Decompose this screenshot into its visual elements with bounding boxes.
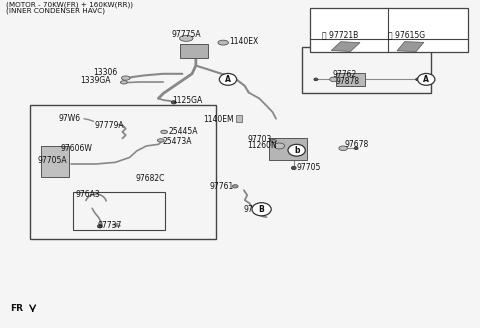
- Text: Ⓑ 97615G: Ⓑ 97615G: [388, 31, 425, 40]
- Bar: [302, 47, 431, 93]
- Text: 97703: 97703: [247, 135, 272, 144]
- Ellipse shape: [274, 143, 285, 149]
- Text: 97705: 97705: [297, 163, 321, 172]
- Text: 97737: 97737: [244, 205, 268, 215]
- Text: 976A3: 976A3: [75, 190, 100, 199]
- Bar: [236, 115, 242, 122]
- Text: 97762: 97762: [333, 70, 357, 79]
- Bar: [30, 105, 216, 239]
- Text: 97761: 97761: [210, 182, 234, 191]
- Text: 25473A: 25473A: [162, 136, 192, 146]
- Ellipse shape: [330, 77, 337, 82]
- Bar: [269, 138, 307, 160]
- Text: 97878: 97878: [336, 77, 360, 87]
- Ellipse shape: [120, 81, 127, 84]
- Circle shape: [418, 73, 435, 85]
- Text: 97678: 97678: [345, 140, 369, 150]
- Text: B: B: [259, 205, 264, 214]
- Ellipse shape: [271, 139, 276, 143]
- Text: 97W6: 97W6: [59, 114, 81, 123]
- Ellipse shape: [171, 101, 176, 104]
- Polygon shape: [397, 42, 424, 51]
- Ellipse shape: [291, 166, 296, 170]
- Text: 13306: 13306: [93, 68, 118, 77]
- Ellipse shape: [161, 130, 168, 133]
- Ellipse shape: [97, 225, 102, 228]
- Text: A: A: [423, 75, 429, 84]
- Ellipse shape: [180, 35, 193, 41]
- Text: (MOTOR - 70KW(FR) + 160KW(RR)): (MOTOR - 70KW(FR) + 160KW(RR)): [6, 2, 133, 8]
- Text: 1125GA: 1125GA: [172, 95, 202, 105]
- Text: 25445A: 25445A: [169, 127, 198, 136]
- Ellipse shape: [218, 40, 228, 45]
- Text: 1339GA: 1339GA: [80, 76, 110, 85]
- Text: FR: FR: [11, 304, 24, 313]
- Polygon shape: [331, 42, 360, 51]
- Ellipse shape: [416, 78, 420, 81]
- Text: 97705A: 97705A: [37, 156, 67, 165]
- Ellipse shape: [314, 78, 318, 81]
- Ellipse shape: [354, 147, 358, 150]
- Bar: [310, 8, 468, 52]
- Text: 97779A: 97779A: [94, 121, 124, 130]
- Text: 11260N: 11260N: [247, 141, 277, 151]
- Bar: [336, 73, 365, 86]
- Text: A: A: [225, 75, 231, 84]
- Bar: [41, 146, 69, 177]
- Text: Ⓐ 97721B: Ⓐ 97721B: [322, 31, 358, 40]
- Ellipse shape: [157, 139, 164, 142]
- Circle shape: [288, 144, 305, 156]
- Ellipse shape: [339, 146, 348, 151]
- Text: b: b: [294, 146, 300, 155]
- Bar: [73, 192, 165, 230]
- Ellipse shape: [232, 185, 238, 188]
- Circle shape: [252, 203, 271, 216]
- Text: (INNER CONDENSER HAVC): (INNER CONDENSER HAVC): [6, 7, 105, 14]
- Text: 97775A: 97775A: [171, 30, 201, 39]
- Text: 1140EM: 1140EM: [203, 115, 234, 124]
- Circle shape: [219, 73, 237, 85]
- Bar: [180, 44, 208, 58]
- Text: 1140EX: 1140EX: [229, 37, 258, 47]
- Ellipse shape: [121, 76, 130, 80]
- Text: 97737: 97737: [97, 221, 121, 230]
- Text: 97682C: 97682C: [135, 174, 165, 183]
- Text: 97606W: 97606W: [60, 144, 92, 153]
